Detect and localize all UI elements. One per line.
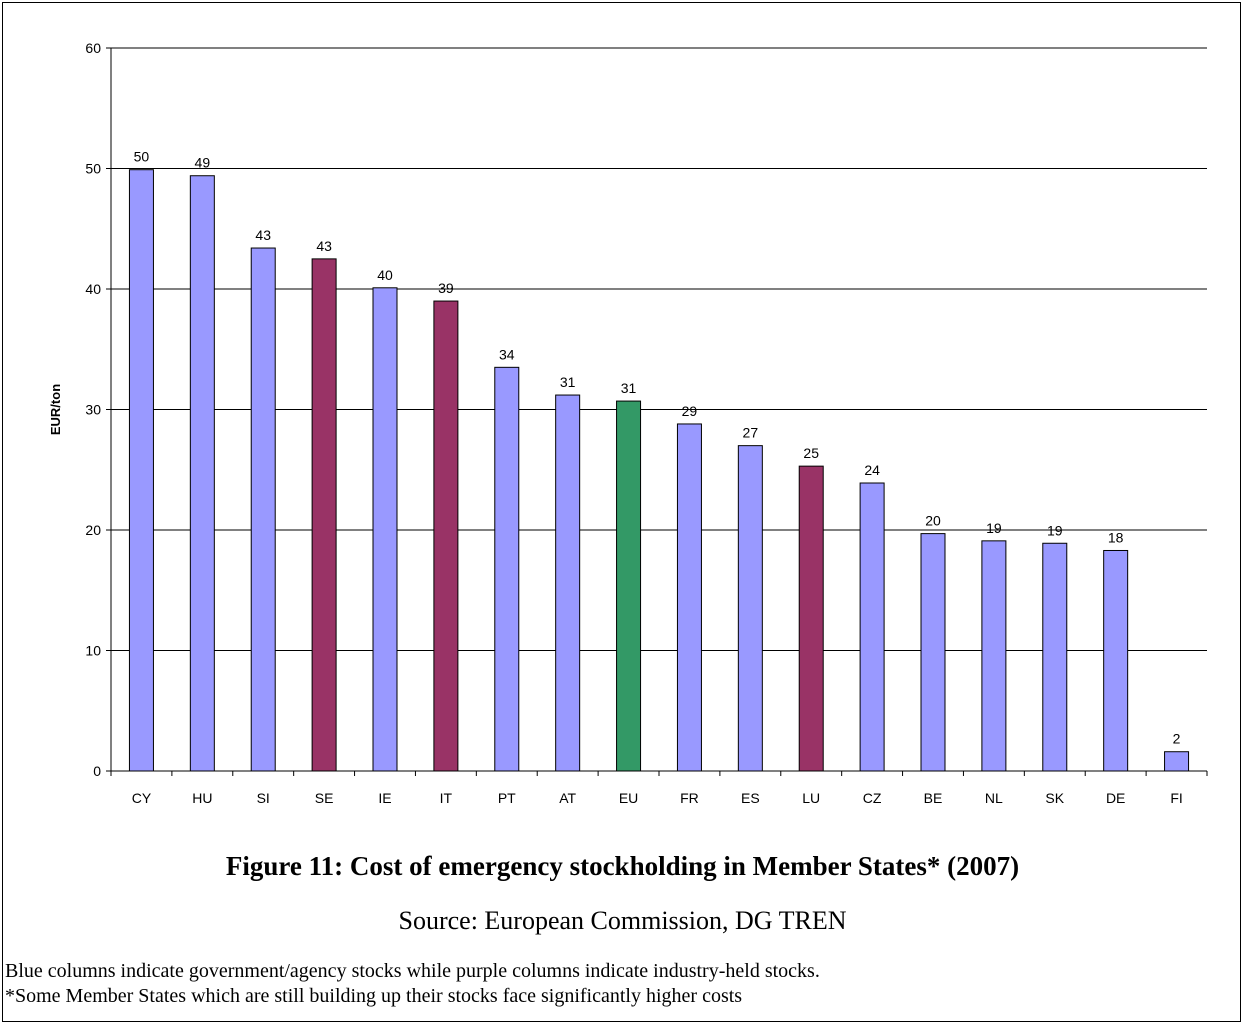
data-label-cz: 24 <box>864 462 880 478</box>
bar-sk <box>1042 542 1068 772</box>
y-tick-label: 20 <box>85 522 101 538</box>
y-axis-label: EUR/ton <box>48 384 63 435</box>
x-tick-label-be: BE <box>924 790 943 806</box>
data-label-de: 18 <box>1108 529 1124 545</box>
data-label-hu: 49 <box>195 155 211 171</box>
y-tick-label: 40 <box>85 281 101 297</box>
data-label-be: 20 <box>925 513 941 529</box>
bar-fr <box>676 423 702 772</box>
bar-lu <box>798 465 824 772</box>
x-tick-label-es: ES <box>741 790 760 806</box>
x-tick-label-fi: FI <box>1170 790 1182 806</box>
x-tick-label-cz: CZ <box>863 790 882 806</box>
x-tick-labels: CY HU SI SE IE IT PT AT EU FR ES LU CZ BE NL SK DE FI <box>110 771 1208 806</box>
x-tick-label-pt: PT <box>498 790 516 806</box>
x-tick-label-lu: LU <box>802 790 820 806</box>
bars <box>128 169 1190 772</box>
x-tick-label-de: DE <box>1106 790 1125 806</box>
x-tick-label-eu: EU <box>619 790 638 806</box>
y-tick-label: 50 <box>85 161 101 177</box>
y-tick-label: 0 <box>93 763 101 779</box>
x-tick-label-sk: SK <box>1045 790 1064 806</box>
bar-se <box>311 258 337 772</box>
bar-at <box>555 394 581 772</box>
data-label-at: 31 <box>560 374 576 390</box>
bar-hu <box>189 175 215 772</box>
data-label-nl: 19 <box>986 520 1002 536</box>
figure-caption-title: Figure 11: Cost of emergency stockholdin… <box>225 851 1020 881</box>
x-tick-label-nl: NL <box>985 790 1003 806</box>
x-tick-label-se: SE <box>315 790 334 806</box>
data-label-fi: 2 <box>1173 731 1181 747</box>
y-tick-label: 10 <box>85 643 101 659</box>
bar-de <box>1103 549 1129 772</box>
gridlines <box>111 47 1207 651</box>
data-label-eu: 31 <box>621 380 637 396</box>
bar-ie <box>372 287 398 772</box>
data-label-lu: 25 <box>803 445 819 461</box>
bar-pt <box>494 366 520 772</box>
y-tick-label: 30 <box>85 402 101 418</box>
bar-cy <box>128 169 154 772</box>
bar-eu <box>616 400 642 772</box>
bar-chart: 50 49 43 43 40 39 34 31 31 29 27 25 24 20 19 19 18 2 0 10 2… <box>48 40 1208 806</box>
bar-nl <box>981 540 1007 772</box>
figure-caption-source: Source: European Commission, DG TREN <box>398 906 847 935</box>
x-tick-label-fr: FR <box>680 790 699 806</box>
x-tick-label-cy: CY <box>132 790 152 806</box>
x-tick-label-ie: IE <box>378 790 391 806</box>
data-label-ie: 40 <box>377 267 393 283</box>
data-label-fr: 29 <box>682 403 698 419</box>
y-tick-labels: 0 10 20 30 40 50 60 <box>85 40 111 779</box>
data-label-cy: 50 <box>134 149 150 165</box>
data-label-si: 43 <box>255 227 271 243</box>
note-footnote: *Some Member States which are still buil… <box>5 985 743 1007</box>
x-tick-label-si: SI <box>257 790 270 806</box>
data-label-it: 39 <box>438 280 454 296</box>
bar-be <box>920 533 946 772</box>
x-tick-label-at: AT <box>559 790 576 806</box>
bar-si <box>250 247 276 772</box>
data-label-es: 27 <box>743 425 759 441</box>
bar-cz <box>859 482 885 772</box>
y-tick-label: 60 <box>85 40 101 56</box>
x-tick-label-hu: HU <box>192 790 212 806</box>
data-label-se: 43 <box>316 238 332 254</box>
data-label-pt: 34 <box>499 346 515 362</box>
bar-fi <box>1164 751 1190 772</box>
bar-it <box>433 300 459 772</box>
data-label-sk: 19 <box>1047 522 1063 538</box>
x-tick-label-it: IT <box>440 790 453 806</box>
data-labels: 50 49 43 43 40 39 34 31 31 29 27 25 24 20 19 19 18 2 <box>134 149 1181 747</box>
bar-es <box>737 445 763 772</box>
note-legend-explanation: Blue columns indicate government/agency … <box>5 960 820 982</box>
